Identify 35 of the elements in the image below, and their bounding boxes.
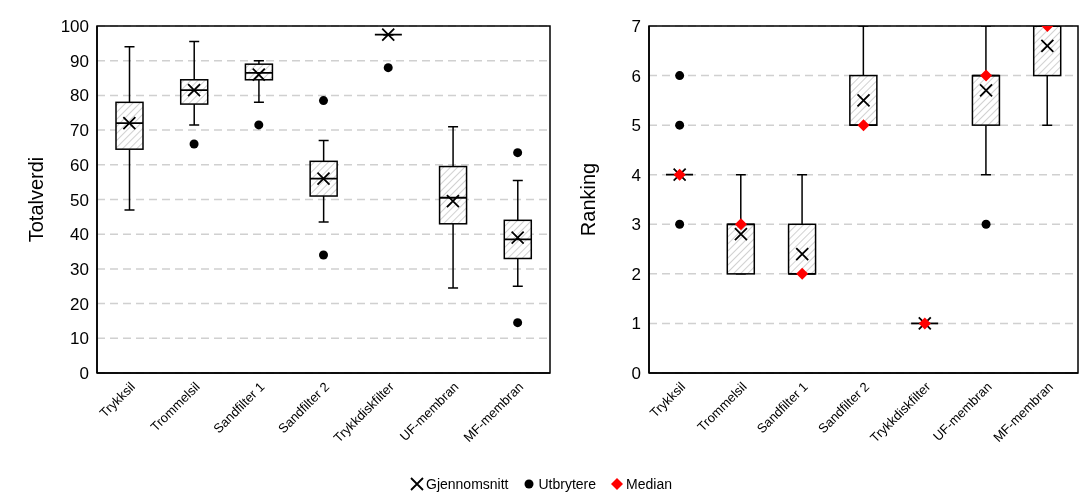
y-tick-label: 50	[70, 190, 89, 210]
point	[513, 318, 523, 328]
y-tick-label: 5	[631, 116, 641, 136]
y-tick-label: 80	[70, 86, 89, 106]
point	[857, 119, 870, 132]
y-tick-label: 7	[631, 17, 641, 37]
point	[980, 69, 993, 82]
y-tick-label: 6	[631, 66, 641, 86]
legend-label: Median	[626, 476, 672, 492]
point	[675, 71, 685, 81]
y-tick-label: 1	[631, 314, 641, 334]
point	[979, 83, 993, 98]
y-tick-label: 60	[70, 155, 89, 175]
point	[381, 27, 396, 42]
y-tick-label: 3	[631, 215, 641, 235]
y-tick-label: 2	[631, 264, 641, 284]
y-tick-label: 90	[70, 51, 89, 71]
y-tick-label: 0	[631, 364, 641, 384]
legend-label: Utbrytere	[538, 476, 597, 492]
point	[383, 63, 393, 73]
y-tick-label: 70	[70, 121, 89, 141]
y-axis-title: Ranking	[577, 162, 600, 237]
point	[734, 218, 747, 231]
y-tick-label: 30	[70, 259, 89, 279]
y-tick-label: 20	[70, 294, 89, 314]
y-axis-title: Totalverdi	[25, 156, 48, 243]
y-tick-label: 40	[70, 225, 89, 245]
y-tick-label: 10	[70, 329, 89, 349]
point	[734, 227, 748, 242]
point	[796, 267, 809, 280]
y-tick-label: 0	[79, 364, 89, 384]
legend-label: Gjennomsnitt	[426, 476, 509, 492]
point	[319, 250, 328, 260]
y-tick-label: 4	[631, 165, 641, 185]
y-tick-label: 100	[60, 17, 89, 37]
